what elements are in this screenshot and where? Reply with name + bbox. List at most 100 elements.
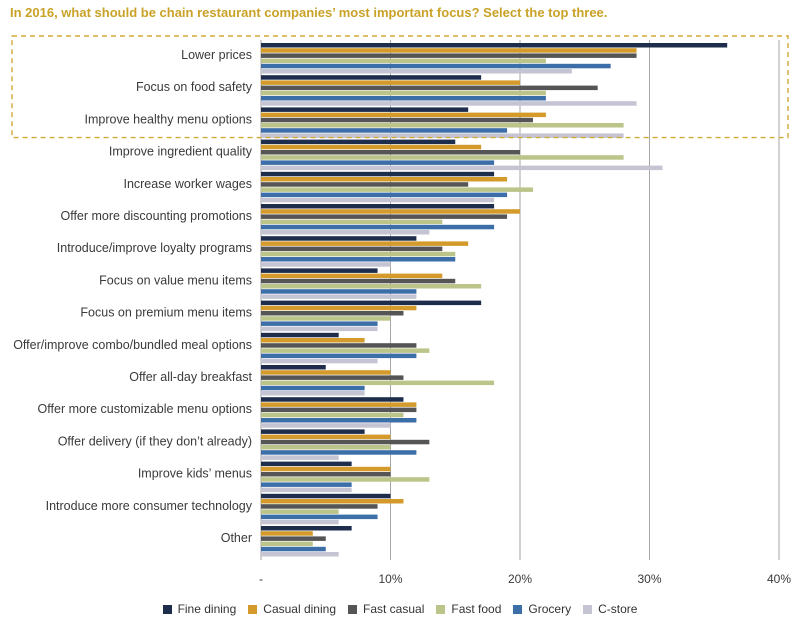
bar-12-series-5 — [261, 418, 417, 423]
legend: Fine dining Casual dining Fast casual Fast … — [0, 602, 800, 616]
bar-7-series-3 — [261, 246, 443, 252]
legend-swatch-6 — [583, 604, 593, 614]
bar-13-series-5 — [261, 450, 417, 455]
bar-2-series-2 — [261, 80, 520, 85]
bar-13-series-4 — [261, 445, 391, 450]
bar-14-series-6 — [261, 487, 352, 493]
highlight-box — [11, 35, 789, 139]
category-label-13: Offer delivery (if they don’t already) — [58, 434, 252, 448]
bar-6-series-6 — [261, 230, 430, 235]
bar-8-series-2 — [261, 273, 443, 279]
category-label-12: Offer more customizable menu options — [38, 402, 252, 416]
legend-label-1: Fine dining — [177, 602, 237, 616]
legend-label-2: Casual dining — [263, 602, 336, 616]
bar-1-series-1 — [261, 43, 728, 48]
bar-12-series-2 — [261, 402, 417, 407]
legend-item-4: Fast food — [436, 602, 501, 616]
bar-6-series-5 — [261, 224, 495, 230]
bar-10-series-5 — [261, 353, 417, 359]
bar-14-series-5 — [261, 482, 352, 487]
category-label-7: Introduce/improve loyalty programs — [57, 241, 252, 255]
x-tick-label-1: 10% — [378, 572, 402, 586]
bar-8-series-4 — [261, 284, 482, 289]
bar-10-series-2 — [261, 338, 365, 343]
bar-8-series-3 — [261, 278, 456, 284]
bar-4-series-2 — [261, 144, 482, 150]
bar-13-series-1 — [261, 429, 365, 434]
bar-9-series-3 — [261, 311, 404, 316]
legend-label-5: Grocery — [528, 602, 572, 616]
bar-14-series-2 — [261, 466, 391, 472]
bar-4-series-3 — [261, 150, 520, 155]
bar-15-series-1 — [261, 493, 391, 499]
bar-2-series-3 — [261, 85, 598, 91]
bar-15-series-5 — [261, 514, 378, 520]
category-label-16: Other — [221, 531, 252, 545]
category-label-8: Focus on value menu items — [99, 273, 252, 287]
bar-8-series-5 — [261, 289, 417, 294]
x-tick-label-2: 20% — [508, 572, 532, 586]
bar-8-series-6 — [261, 294, 417, 299]
legend-item-6: C-store — [583, 602, 637, 616]
x-axis-tick-labels: - 10% 20% 30% 40% — [259, 572, 791, 586]
bar-5-series-5 — [261, 192, 508, 198]
bar-14-series-4 — [261, 477, 430, 482]
bar-5-series-3 — [261, 182, 469, 187]
legend-label-6: C-store — [598, 602, 638, 616]
bar-13-series-3 — [261, 439, 430, 445]
legend-swatch-5 — [513, 604, 523, 614]
bar-1-series-4 — [261, 58, 546, 64]
bar-7-series-4 — [261, 251, 456, 257]
bar-7-series-5 — [261, 257, 456, 262]
legend-swatch-4 — [436, 604, 446, 614]
bar-3-series-6 — [261, 133, 624, 138]
bar-3-series-4 — [261, 123, 624, 128]
bar-16-series-4 — [261, 541, 313, 547]
category-label-6: Offer more discounting promotions — [60, 209, 252, 223]
bar-5-series-2 — [261, 177, 508, 182]
bar-13-series-6 — [261, 455, 339, 460]
bar-14-series-1 — [261, 461, 352, 467]
bar-11-series-3 — [261, 375, 404, 380]
category-label-15: Introduce more consumer technology — [46, 499, 253, 513]
bar-9-series-4 — [261, 316, 391, 321]
bar-4-series-6 — [261, 165, 663, 171]
chart-question-title: In 2016, what should be chain restaurant… — [10, 5, 608, 20]
bar-12-series-4 — [261, 412, 404, 418]
bar-13-series-2 — [261, 434, 391, 440]
bar-9-series-2 — [261, 305, 417, 311]
bar-2-series-4 — [261, 90, 546, 96]
bar-4-series-4 — [261, 155, 624, 160]
bar-chart: Lower prices Focus on food safety Improve … — [11, 35, 791, 586]
bar-6-series-1 — [261, 204, 495, 209]
bar-12-series-3 — [261, 407, 417, 413]
bar-5-series-1 — [261, 171, 495, 177]
bar-12-series-6 — [261, 423, 391, 428]
bar-2-series-1 — [261, 75, 482, 80]
category-label-14: Improve kids’ menus — [138, 467, 252, 481]
legend-label-3: Fast casual — [363, 602, 425, 616]
category-label-10: Offer/improve combo/bundled meal options — [13, 338, 252, 352]
legend-swatch-2 — [248, 604, 258, 614]
legend-item-5: Grocery — [513, 602, 571, 616]
bar-4-series-1 — [261, 139, 456, 145]
bar-3-series-5 — [261, 128, 508, 133]
bar-1-series-6 — [261, 69, 572, 74]
bar-14-series-3 — [261, 472, 391, 477]
legend-label-4: Fast food — [451, 602, 502, 616]
bar-2-series-6 — [261, 101, 637, 106]
bar-11-series-1 — [261, 365, 326, 370]
bar-15-series-4 — [261, 509, 339, 514]
bar-15-series-6 — [261, 519, 339, 525]
bar-10-series-6 — [261, 358, 378, 364]
bar-4-series-5 — [261, 160, 495, 165]
category-label-5: Increase worker wages — [123, 177, 252, 191]
category-labels: Lower prices Focus on food safety Improve … — [13, 48, 253, 545]
bar-11-series-6 — [261, 391, 365, 396]
bar-9-series-6 — [261, 326, 378, 332]
bar-6-series-3 — [261, 214, 508, 219]
bars — [261, 43, 728, 557]
bar-5-series-4 — [261, 187, 533, 192]
category-label-1: Lower prices — [181, 48, 252, 62]
bar-3-series-1 — [261, 107, 469, 112]
